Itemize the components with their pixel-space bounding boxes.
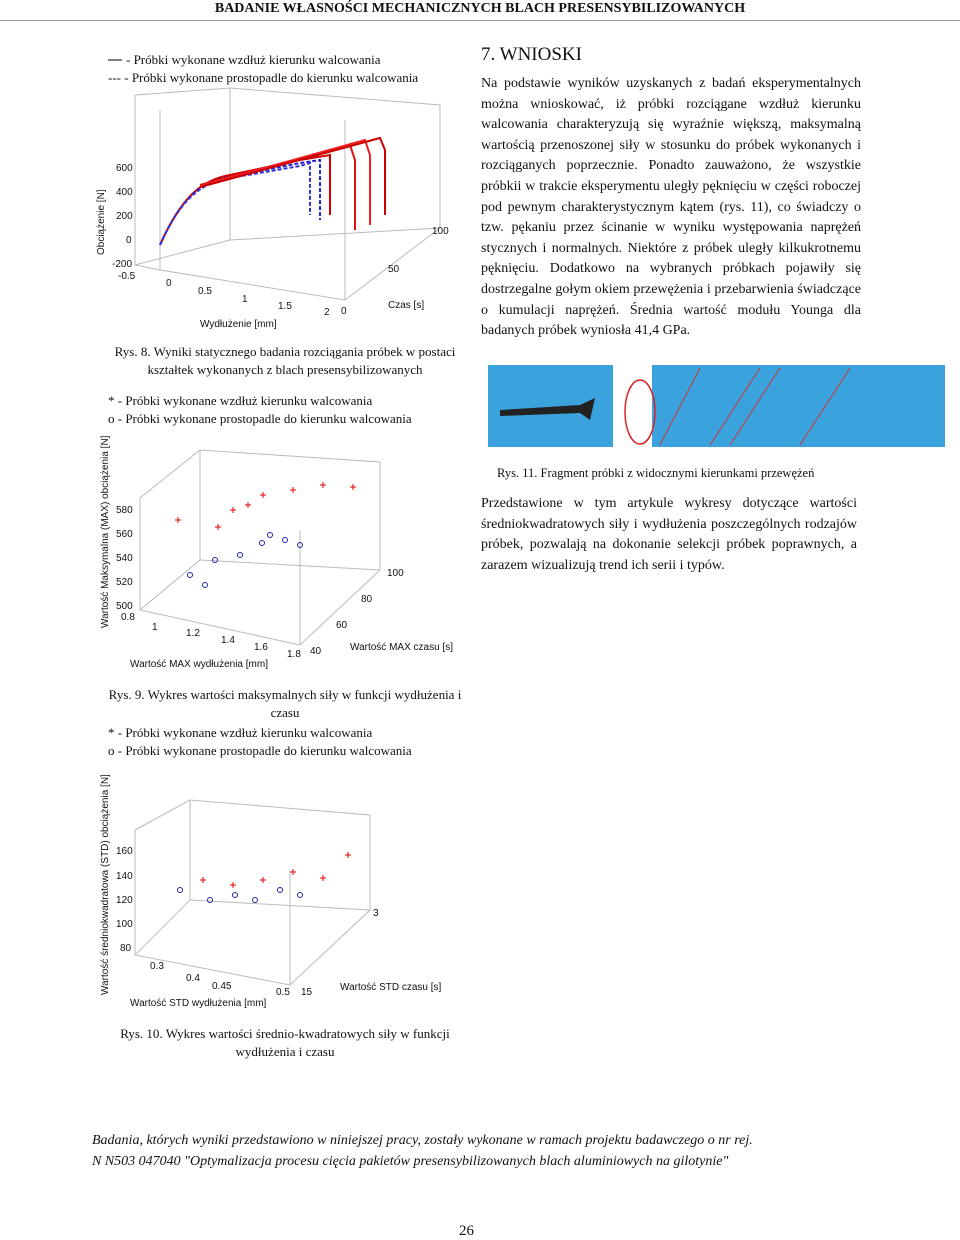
axis-label: Wartość Maksymalna (MAX) obciążenia [N] [100, 435, 111, 628]
axis-label: Obciążenie [N] [96, 189, 107, 255]
figure-caption: Rys. 10. Wykres wartości średnio-kwadrat… [120, 1026, 450, 1059]
tick-label: 0.3 [150, 961, 164, 972]
tick-label: 100 [432, 226, 449, 237]
tick-label: 1.8 [287, 649, 301, 660]
fig9-box [139, 449, 381, 646]
tick-label: 80 [361, 594, 373, 605]
fig10-star-markers [200, 852, 351, 888]
legend-entry: --- - Próbki wykonane prostopadle do kie… [108, 70, 419, 85]
axis-label: Czas [s] [388, 300, 425, 311]
tick-label: 0.5 [198, 286, 212, 297]
tick-label: 160 [116, 846, 133, 857]
tick-label: 0.5 [276, 987, 290, 998]
tick-label: 1 [152, 622, 158, 633]
fig8-box [134, 87, 441, 301]
tick-label: 140 [116, 871, 133, 882]
legend-entry: o - Próbki wykonane prostopadle do kieru… [108, 411, 412, 426]
tick-label: 40 [310, 646, 322, 657]
tick-label: 120 [116, 895, 133, 906]
axis-label: Wartość STD czasu [s] [340, 982, 442, 993]
axis-label: Wartość MAX czasu [s] [350, 642, 453, 653]
axis-label: Wartość STD wydłużenia [mm] [130, 998, 267, 1009]
tick-label: 580 [116, 505, 133, 516]
tick-label: 100 [116, 919, 133, 930]
paragraph: Przedstawione w tym artykule wykresy dot… [481, 496, 857, 573]
tick-label: 200 [116, 211, 133, 222]
section-title: 7. WNIOSKI [481, 44, 582, 65]
tick-label: 520 [116, 577, 133, 588]
legend-entry: * - Próbki wykonane wzdłuż kierunku walc… [108, 725, 373, 740]
tick-label: 0.45 [212, 981, 232, 992]
fig9-circle-markers [187, 532, 303, 588]
tick-label: 0.4 [186, 973, 200, 984]
tick-label: 100 [387, 568, 404, 579]
legend-entry: * - Próbki wykonane wzdłuż kierunku walc… [108, 393, 373, 408]
tick-label: 60 [336, 620, 348, 631]
fig11-photo [488, 365, 945, 447]
legend-entry: - Próbki wykonane wzdłuż kierunku walcow… [126, 52, 381, 67]
axis-label: Wydłużenie [mm] [200, 319, 277, 330]
tick-label: 400 [116, 187, 133, 198]
paragraph: Na podstawie wyników uzyskanych z badań … [481, 76, 861, 339]
tick-label: -0.5 [118, 271, 136, 282]
fig9-star-markers [175, 482, 356, 530]
tick-label: 560 [116, 529, 133, 540]
tick-label: 0.8 [121, 612, 135, 623]
tick-label: 80 [120, 943, 132, 954]
tick-label: 3 [373, 908, 379, 919]
figure-caption: Rys. 11. Fragment próbki z widocznymi ki… [497, 466, 815, 480]
fig10-box [134, 799, 371, 986]
running-header: BADANIE WŁASNOŚCI MECHANICZNYCH BLACH PR… [0, 0, 960, 21]
figure-caption: Rys. 9. Wykres wartości maksymalnych sił… [108, 687, 462, 720]
tick-label: 1.2 [186, 628, 200, 639]
tick-label: 500 [116, 601, 133, 612]
tick-label: 15 [301, 987, 313, 998]
tick-label: 0 [341, 306, 347, 317]
tick-label: 540 [116, 553, 133, 564]
tick-label: 0 [126, 235, 132, 246]
legend-entry: o - Próbki wykonane prostopadle do kieru… [108, 743, 412, 758]
figure-caption: Rys. 8. Wyniki statycznego badania rozci… [114, 344, 456, 377]
tick-label: 2 [324, 307, 330, 318]
footnote: Badania, których wyniki przedstawiono w … [92, 1133, 753, 1148]
fig10-circle-markers [177, 887, 303, 903]
tick-label: -200 [112, 259, 133, 270]
tick-label: 1 [242, 294, 248, 305]
tick-label: 1.6 [254, 642, 268, 653]
page-number: 26 [459, 1223, 474, 1239]
tick-label: 600 [116, 163, 133, 174]
axis-label: Wartość MAX wydłużenia [mm] [130, 659, 268, 670]
axis-label: Wartość średniokwadratowa (STD) obciążen… [100, 774, 111, 995]
tick-label: 0 [166, 278, 172, 289]
tick-label: 1.4 [221, 635, 235, 646]
tick-label: 50 [388, 264, 400, 275]
fig8-curves [159, 136, 386, 246]
tick-label: 1.5 [278, 301, 292, 312]
footnote: N N503 047040 "Optymalizacja procesu cię… [92, 1154, 729, 1169]
